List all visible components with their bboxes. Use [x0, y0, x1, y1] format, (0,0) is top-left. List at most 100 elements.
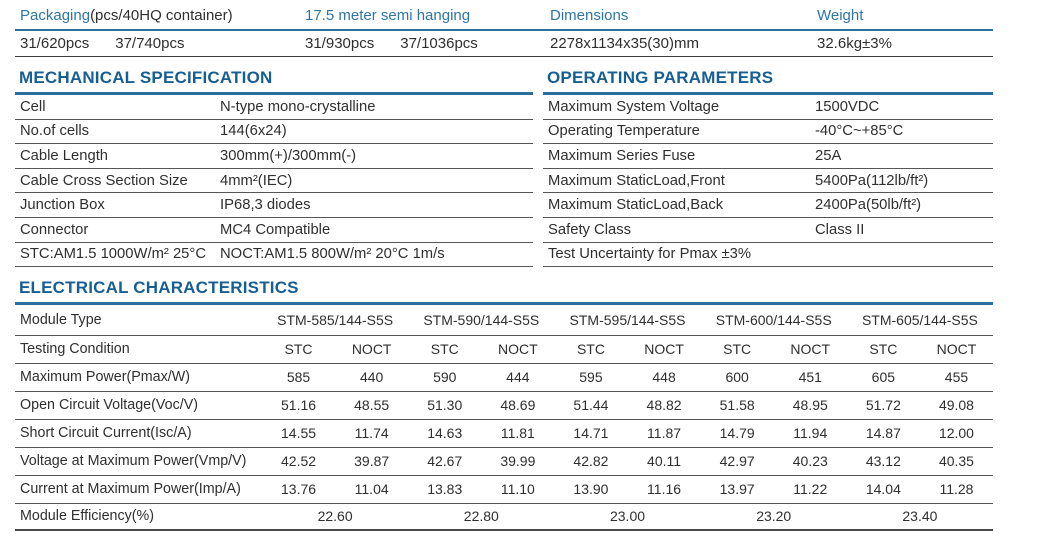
electrical-value: 11.81 [500, 425, 535, 442]
spec-value: 300mm(+)/300mm(-) [220, 147, 357, 164]
spec-label: Safety Class [548, 221, 632, 238]
module-efficiency-row: Module Efficiency(%) 22.60 22.80 23.00 2… [15, 503, 994, 531]
electrical-value: 40.23 [792, 453, 828, 470]
condition-noct: NOCT [936, 341, 977, 358]
electrical-value: 590 [433, 369, 457, 386]
module-type-row: Module Type STM-585/144-S5S STM-590/144-S… [15, 305, 994, 336]
module-type-value: STM-590/144-S5S [423, 311, 540, 328]
condition-noct: NOCT [644, 341, 684, 358]
spec-row: Test Uncertainty for Pmax ±3% [543, 243, 993, 268]
spec-value: N-type mono-crystalline [220, 98, 376, 115]
spec-value: 2400Pa(50lb/ft²) [815, 197, 922, 214]
electrical-value: 14.79 [719, 425, 755, 442]
electrical-value: 51.58 [719, 397, 755, 414]
weight-value: 32.6kg±3% [817, 35, 892, 52]
spec-label: Maximum StaticLoad,Front [548, 172, 725, 189]
electrical-value: 13.83 [427, 481, 463, 498]
electrical-value: 51.16 [281, 397, 317, 414]
packaging-values: 31/620pcs 37/740pcs [15, 35, 300, 52]
spec-value: Class II [815, 221, 865, 238]
operating-table: Maximum System Voltage 1500VDC Operating… [543, 95, 993, 268]
condition-stc: STC [869, 341, 898, 358]
spec-row: Connector MC4 Compatible [15, 218, 533, 243]
electrical-value: 13.97 [719, 481, 755, 498]
spec-value: MC4 Compatible [220, 221, 331, 238]
spec-label: Cable Length [20, 147, 109, 164]
electrical-value: 600 [725, 369, 749, 386]
spec-label: Junction Box [20, 197, 105, 214]
condition-noct: NOCT [498, 341, 538, 358]
electrical-value: 11.28 [939, 481, 974, 498]
electrical-value: 605 [871, 369, 896, 386]
semi-hanging-value-1: 31/930pcs [305, 35, 375, 52]
spec-label: Maximum System Voltage [548, 98, 720, 115]
spec-row: Maximum StaticLoad,Back 2400Pa(50lb/ft²) [543, 193, 993, 218]
module-type-value: STM-595/144-S5S [569, 311, 686, 328]
efficiency-value: 22.80 [463, 508, 499, 525]
electrical-row-label: Short Circuit Current(Isc/A) [20, 425, 192, 442]
electrical-value: 12.00 [938, 425, 974, 442]
packaging-table-header-row: Packaging(pcs/40HQ container) 17.5 meter… [15, 0, 993, 31]
efficiency-value: 23.00 [609, 508, 646, 525]
mechanical-specification-section: MECHANICAL SPECIFICATION Cell N-type mon… [15, 57, 533, 268]
packaging-header-rest: (pcs/40HQ container) [90, 7, 233, 24]
electrical-value: 455 [944, 369, 969, 386]
electrical-data-row: Open Circuit Voltage(Voc/V) 51.16 48.55 … [15, 391, 994, 420]
packaging-value-2: 37/740pcs [115, 35, 185, 52]
spec-value: NOCT:AM1.5 800W/m² 20°C 1m/s [220, 246, 445, 263]
electrical-value: 39.87 [354, 453, 390, 470]
spec-row: Cable Cross Section Size 4mm²(IEC) [15, 169, 533, 194]
semi-hanging-header: 17.5 meter semi hanging [305, 7, 471, 24]
electrical-value: 48.82 [646, 397, 682, 414]
electrical-data-row: Current at Maximum Power(Imp/A) 13.76 11… [15, 475, 994, 504]
spec-value: -40°C~+85°C [815, 123, 904, 140]
electrical-table: Module Type STM-585/144-S5S STM-590/144-S… [15, 305, 994, 531]
electrical-section-title: ELECTRICAL CHARACTERISTICS [15, 267, 993, 306]
module-type-value: STM-600/144-S5S [715, 311, 832, 328]
electrical-value: 14.55 [281, 425, 317, 442]
electrical-value: 11.94 [793, 425, 828, 442]
electrical-value: 14.63 [427, 425, 463, 442]
spec-label: Connector [20, 221, 89, 238]
spec-sections: MECHANICAL SPECIFICATION Cell N-type mon… [15, 57, 993, 268]
weight-header: Weight [817, 7, 864, 24]
electrical-characteristics-section: ELECTRICAL CHARACTERISTICS Module Type S… [15, 267, 994, 531]
electrical-value: 48.55 [354, 397, 390, 414]
electrical-row-label: Open Circuit Voltage(Voc/V) [20, 397, 199, 414]
spec-label: STC:AM1.5 1000W/m² 25°C [20, 246, 207, 263]
electrical-row-label: Maximum Power(Pmax/W) [20, 369, 190, 386]
module-type-value: STM-605/144-S5S [861, 311, 978, 328]
spec-row: Cable Length 300mm(+)/300mm(-) [15, 144, 533, 169]
operating-section-title: OPERATING PARAMETERS [543, 57, 993, 95]
electrical-row-label: Voltage at Maximum Power(Vmp/V) [20, 453, 247, 470]
spec-row: Cell N-type mono-crystalline [15, 95, 533, 120]
electrical-value: 48.95 [792, 397, 828, 414]
spec-row: No.of cells 144(6x24) [15, 120, 533, 145]
electrical-value: 14.04 [865, 481, 901, 498]
packaging-header: Packaging(pcs/40HQ container) [15, 7, 300, 24]
mechanical-table: Cell N-type mono-crystalline No.of cells… [15, 95, 533, 268]
electrical-value: 13.76 [281, 481, 317, 498]
electrical-value: 39.99 [500, 453, 536, 470]
electrical-data-row: Maximum Power(Pmax/W) 585 440 590 444 59… [15, 363, 994, 392]
electrical-value: 40.35 [938, 453, 974, 470]
electrical-value: 13.90 [573, 481, 609, 498]
efficiency-value: 22.60 [317, 508, 353, 525]
spec-label: Test Uncertainty for Pmax ±3% [548, 246, 752, 263]
efficiency-value: 23.20 [756, 508, 792, 525]
electrical-value: 14.87 [865, 425, 901, 442]
condition-stc: STC [430, 341, 459, 358]
spec-label: Operating Temperature [548, 123, 700, 140]
spec-label: Maximum Series Fuse [548, 147, 696, 164]
condition-stc: STC [284, 341, 313, 358]
spec-value: 144(6x24) [220, 123, 287, 140]
electrical-value: 11.87 [647, 425, 682, 442]
spec-value: 5400Pa(112lb/ft²) [815, 172, 929, 189]
packaging-table-value-row: 31/620pcs 37/740pcs 31/930pcs 37/1036pcs 2… [15, 31, 993, 57]
condition-stc: STC [723, 341, 752, 358]
spec-row: Safety Class Class II [543, 218, 993, 243]
spec-row: Operating Temperature -40°C~+85°C [543, 120, 993, 145]
electrical-value: 42.52 [281, 453, 317, 470]
electrical-value: 43.12 [865, 453, 901, 470]
